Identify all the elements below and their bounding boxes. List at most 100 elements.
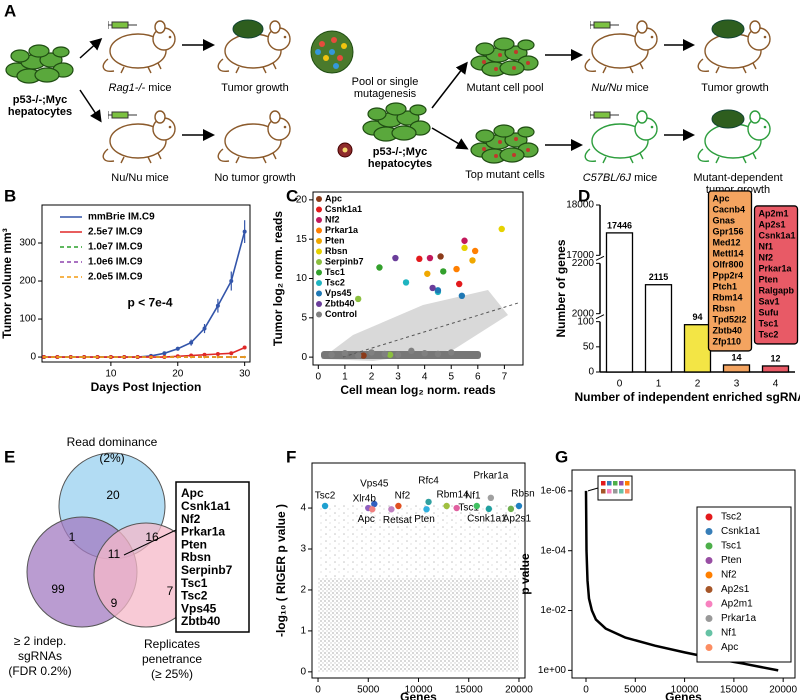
legend-dot	[316, 301, 322, 307]
data-point	[386, 351, 394, 358]
mouse	[102, 20, 176, 74]
suffix: mice	[626, 82, 649, 94]
gene-name: Zbtb40	[181, 614, 221, 628]
data-point	[392, 254, 399, 262]
point-label: Rbsn	[511, 489, 534, 500]
region-count: 1	[69, 530, 76, 544]
data-point	[394, 351, 402, 358]
inset-pointer	[587, 487, 599, 492]
data-point	[242, 229, 247, 234]
data-point	[189, 340, 194, 345]
y-tick-label: 1e-04	[540, 545, 566, 556]
legend-label: Rbsn	[325, 246, 348, 256]
panel-a: A p53-/-;Myc hepatocytes Rag1-/- mice Tu…	[4, 1, 783, 195]
cell-label: hepatocytes	[368, 158, 432, 170]
region-count: 20	[106, 488, 120, 502]
legend-label: Csnk1a1	[325, 204, 362, 214]
gene-name: Tsc2	[759, 329, 779, 339]
set-label: Replicates	[144, 637, 200, 651]
legend-label: 1.0e7 IM.C9	[88, 242, 143, 253]
region-count: 16	[145, 530, 159, 544]
set-label: penetrance	[142, 652, 202, 666]
pool-label: Mutant cell pool	[466, 82, 543, 94]
x-tick-label: 15000	[455, 685, 483, 696]
data-point	[469, 257, 476, 264]
gene-name: Nf2	[181, 512, 201, 526]
point-label: Pten	[414, 514, 435, 525]
y-tick-label: 5	[301, 312, 307, 323]
data-point	[202, 352, 207, 357]
value-label: 12	[770, 353, 780, 363]
panel-label: A	[4, 1, 16, 20]
y-tick-label: 0	[30, 352, 36, 363]
gene-name: Gpr156	[713, 226, 744, 236]
gene-name: Prkar1a	[759, 263, 793, 273]
gene-name: Tsc2	[181, 589, 208, 603]
gene-name: Pten	[759, 274, 779, 284]
legend-dot	[316, 206, 322, 213]
y-tick-label: 17000	[566, 250, 594, 261]
data-point	[416, 255, 423, 263]
y-tick-label: 15	[296, 234, 308, 245]
region-count: 11	[108, 547, 121, 561]
legend-label: Tsc1	[325, 267, 345, 277]
x-tick-label: 5000	[357, 685, 380, 696]
point-label: Nf1	[465, 491, 481, 502]
result-label: Tumor growth	[221, 82, 288, 94]
data-point	[437, 253, 444, 260]
x-tick-label: 1	[656, 379, 662, 390]
gene-name: Zbtb40	[713, 325, 743, 335]
legend-label: Nf2	[721, 570, 737, 581]
background-cloud-sparse	[318, 503, 519, 578]
x-axis-label: Number of independent enriched sgRNAs	[574, 390, 800, 404]
inset-swatch	[601, 489, 606, 494]
plot-frame	[41, 204, 251, 363]
mouse-label: C57BL/6J mice	[583, 172, 658, 184]
data-point	[229, 351, 234, 356]
x-tick-label: 6	[475, 372, 481, 383]
x-axis-label: Days Post Injection	[91, 380, 202, 394]
point-label: Prkar1a	[473, 470, 508, 481]
axis-break	[595, 314, 605, 320]
legend-label: Pten	[325, 235, 345, 245]
series-line	[44, 231, 246, 358]
legend-dot	[705, 629, 713, 637]
mouse-label: Nu/Nu mice	[591, 82, 648, 94]
x-tick-label: 5000	[624, 685, 647, 696]
data-point	[440, 268, 447, 275]
data-point	[230, 355, 233, 359]
gene-name: Ap2s1	[759, 219, 786, 229]
mutant-pool	[471, 38, 538, 76]
data-point	[175, 346, 180, 351]
legend-label: Ap2s1	[721, 584, 750, 595]
bar	[605, 232, 634, 373]
gene-name: Ptch1	[713, 281, 738, 291]
suffix: mice	[148, 82, 171, 94]
library	[310, 30, 354, 74]
arrow	[79, 89, 102, 123]
syringe	[590, 110, 620, 120]
legend-label: Tsc2	[721, 512, 742, 523]
region-count: 99	[51, 582, 65, 596]
highlight-point	[473, 502, 480, 510]
gene-name: Tpd52l2	[713, 314, 747, 324]
data-point	[96, 355, 99, 359]
legend-label: Pten	[721, 555, 742, 566]
legend-label: Zbtb40	[325, 298, 355, 308]
y-tick-label: 1e-06	[540, 486, 566, 497]
y-tick-label: 0	[588, 367, 594, 378]
legend-dot	[316, 217, 322, 223]
axis-break	[595, 255, 605, 261]
data-point	[136, 355, 139, 359]
y-tick-label: 20	[296, 195, 308, 206]
gene-name: Csnk1a1	[181, 499, 231, 513]
x-tick-label: 10000	[405, 685, 433, 696]
data-point	[189, 355, 193, 359]
data-point	[215, 303, 220, 308]
legend-label: Apc	[325, 193, 342, 203]
inset-swatch	[619, 481, 624, 486]
y-axis-label: -log₁₀ ( RIGER p value )	[274, 504, 288, 637]
y-tick-label: 10	[296, 273, 308, 284]
x-tick-label: 5	[448, 372, 454, 383]
panel-e: E Read dominance (2%) ≥ 2 indep. sgRNAs …	[4, 435, 250, 681]
